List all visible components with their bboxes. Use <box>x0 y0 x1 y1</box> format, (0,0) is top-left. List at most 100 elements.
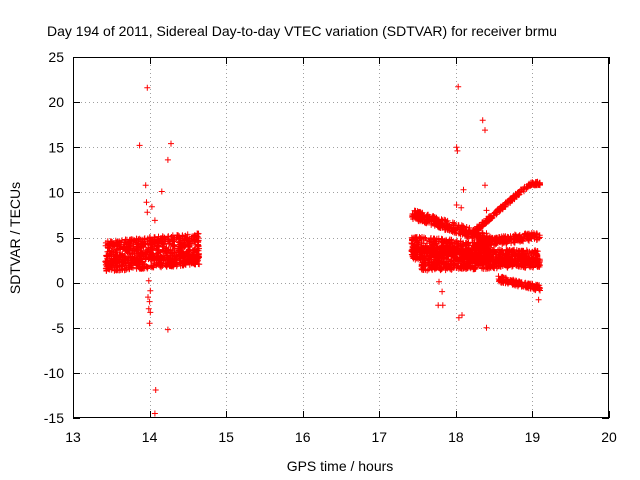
data-point <box>450 254 457 261</box>
data-point <box>425 266 432 273</box>
data-point <box>516 235 523 242</box>
data-point <box>493 256 500 263</box>
data-point <box>186 252 193 259</box>
data-point <box>112 253 119 260</box>
data-point <box>496 208 503 215</box>
y-tick-label: 15 <box>48 139 64 155</box>
data-point <box>445 253 452 260</box>
y-tick-label: 0 <box>56 275 64 291</box>
data-point <box>178 252 185 259</box>
data-point <box>460 241 467 248</box>
data-point <box>193 251 199 258</box>
data-point <box>529 263 536 270</box>
x-tick-label: 20 <box>601 429 617 445</box>
data-point <box>146 298 153 305</box>
chart-title: Day 194 of 2011, Sidereal Day-to-day VTE… <box>47 23 557 39</box>
data-outliers <box>136 83 542 417</box>
data-point <box>417 211 423 218</box>
y-tick-label: 25 <box>48 49 64 65</box>
data-point <box>410 245 417 252</box>
data-point <box>150 263 156 270</box>
data-point <box>520 238 527 245</box>
data-point <box>515 233 522 239</box>
data-point <box>428 221 435 228</box>
data-band <box>418 255 543 274</box>
data-point <box>429 216 436 223</box>
data-point <box>408 234 415 241</box>
data-series <box>102 83 543 417</box>
data-point <box>470 234 477 241</box>
data-point <box>133 260 140 267</box>
data-band <box>469 181 532 238</box>
data-point <box>159 238 165 245</box>
data-point <box>444 246 451 253</box>
data-point <box>491 265 498 272</box>
data-point <box>106 250 113 257</box>
data-point <box>506 260 513 267</box>
data-point <box>151 217 158 224</box>
data-point <box>145 277 152 284</box>
data-point <box>461 261 467 268</box>
data-point <box>482 127 488 134</box>
y-tick-label: 20 <box>48 94 64 110</box>
data-point <box>453 144 460 151</box>
data-point <box>455 260 462 267</box>
data-point <box>504 263 511 270</box>
data-point <box>149 239 156 246</box>
data-point <box>484 257 491 264</box>
data-point <box>167 236 174 243</box>
data-point <box>471 258 478 265</box>
y-tick-label: -15 <box>44 410 64 426</box>
data-point <box>458 265 465 272</box>
data-point <box>453 202 460 208</box>
data-band <box>476 230 543 250</box>
data-point <box>144 209 151 216</box>
data-point <box>149 245 156 252</box>
data-point <box>437 267 444 274</box>
data-point <box>485 237 492 244</box>
data-point <box>483 324 490 331</box>
data-point <box>504 233 511 240</box>
data-point <box>459 312 465 319</box>
plot-border <box>73 57 609 418</box>
data-point <box>419 254 426 261</box>
data-point <box>424 211 431 218</box>
data-point <box>114 239 121 245</box>
data-point <box>436 224 443 231</box>
x-tick-label: 19 <box>525 429 541 445</box>
data-point <box>423 237 430 244</box>
data-point <box>533 234 540 241</box>
data-point <box>498 249 505 255</box>
data-point <box>526 230 532 237</box>
data-point <box>421 259 428 266</box>
data-point <box>493 251 499 257</box>
data-point <box>445 227 452 233</box>
data-point <box>137 236 144 243</box>
data-point <box>536 180 543 187</box>
y-axis-label: SDTVAR / TECUs <box>7 182 23 294</box>
data-point <box>135 245 142 251</box>
data-point <box>186 240 193 247</box>
data-point <box>142 182 149 189</box>
data-point <box>486 247 493 254</box>
data-point <box>518 186 525 193</box>
data-point <box>187 253 194 260</box>
data-point <box>105 243 112 249</box>
data-point <box>425 216 432 223</box>
data-point <box>427 247 434 253</box>
data-point <box>535 296 542 303</box>
data-point <box>523 252 530 259</box>
data-point <box>126 265 133 272</box>
data-point <box>475 260 482 267</box>
data-point <box>499 205 506 212</box>
data-point <box>160 247 167 254</box>
data-point <box>460 253 466 260</box>
data-point <box>419 264 426 271</box>
data-point <box>168 140 174 147</box>
data-point <box>514 260 521 267</box>
data-point <box>484 242 491 249</box>
data-point <box>478 248 485 255</box>
data-point <box>195 242 202 249</box>
data-point <box>189 258 196 265</box>
